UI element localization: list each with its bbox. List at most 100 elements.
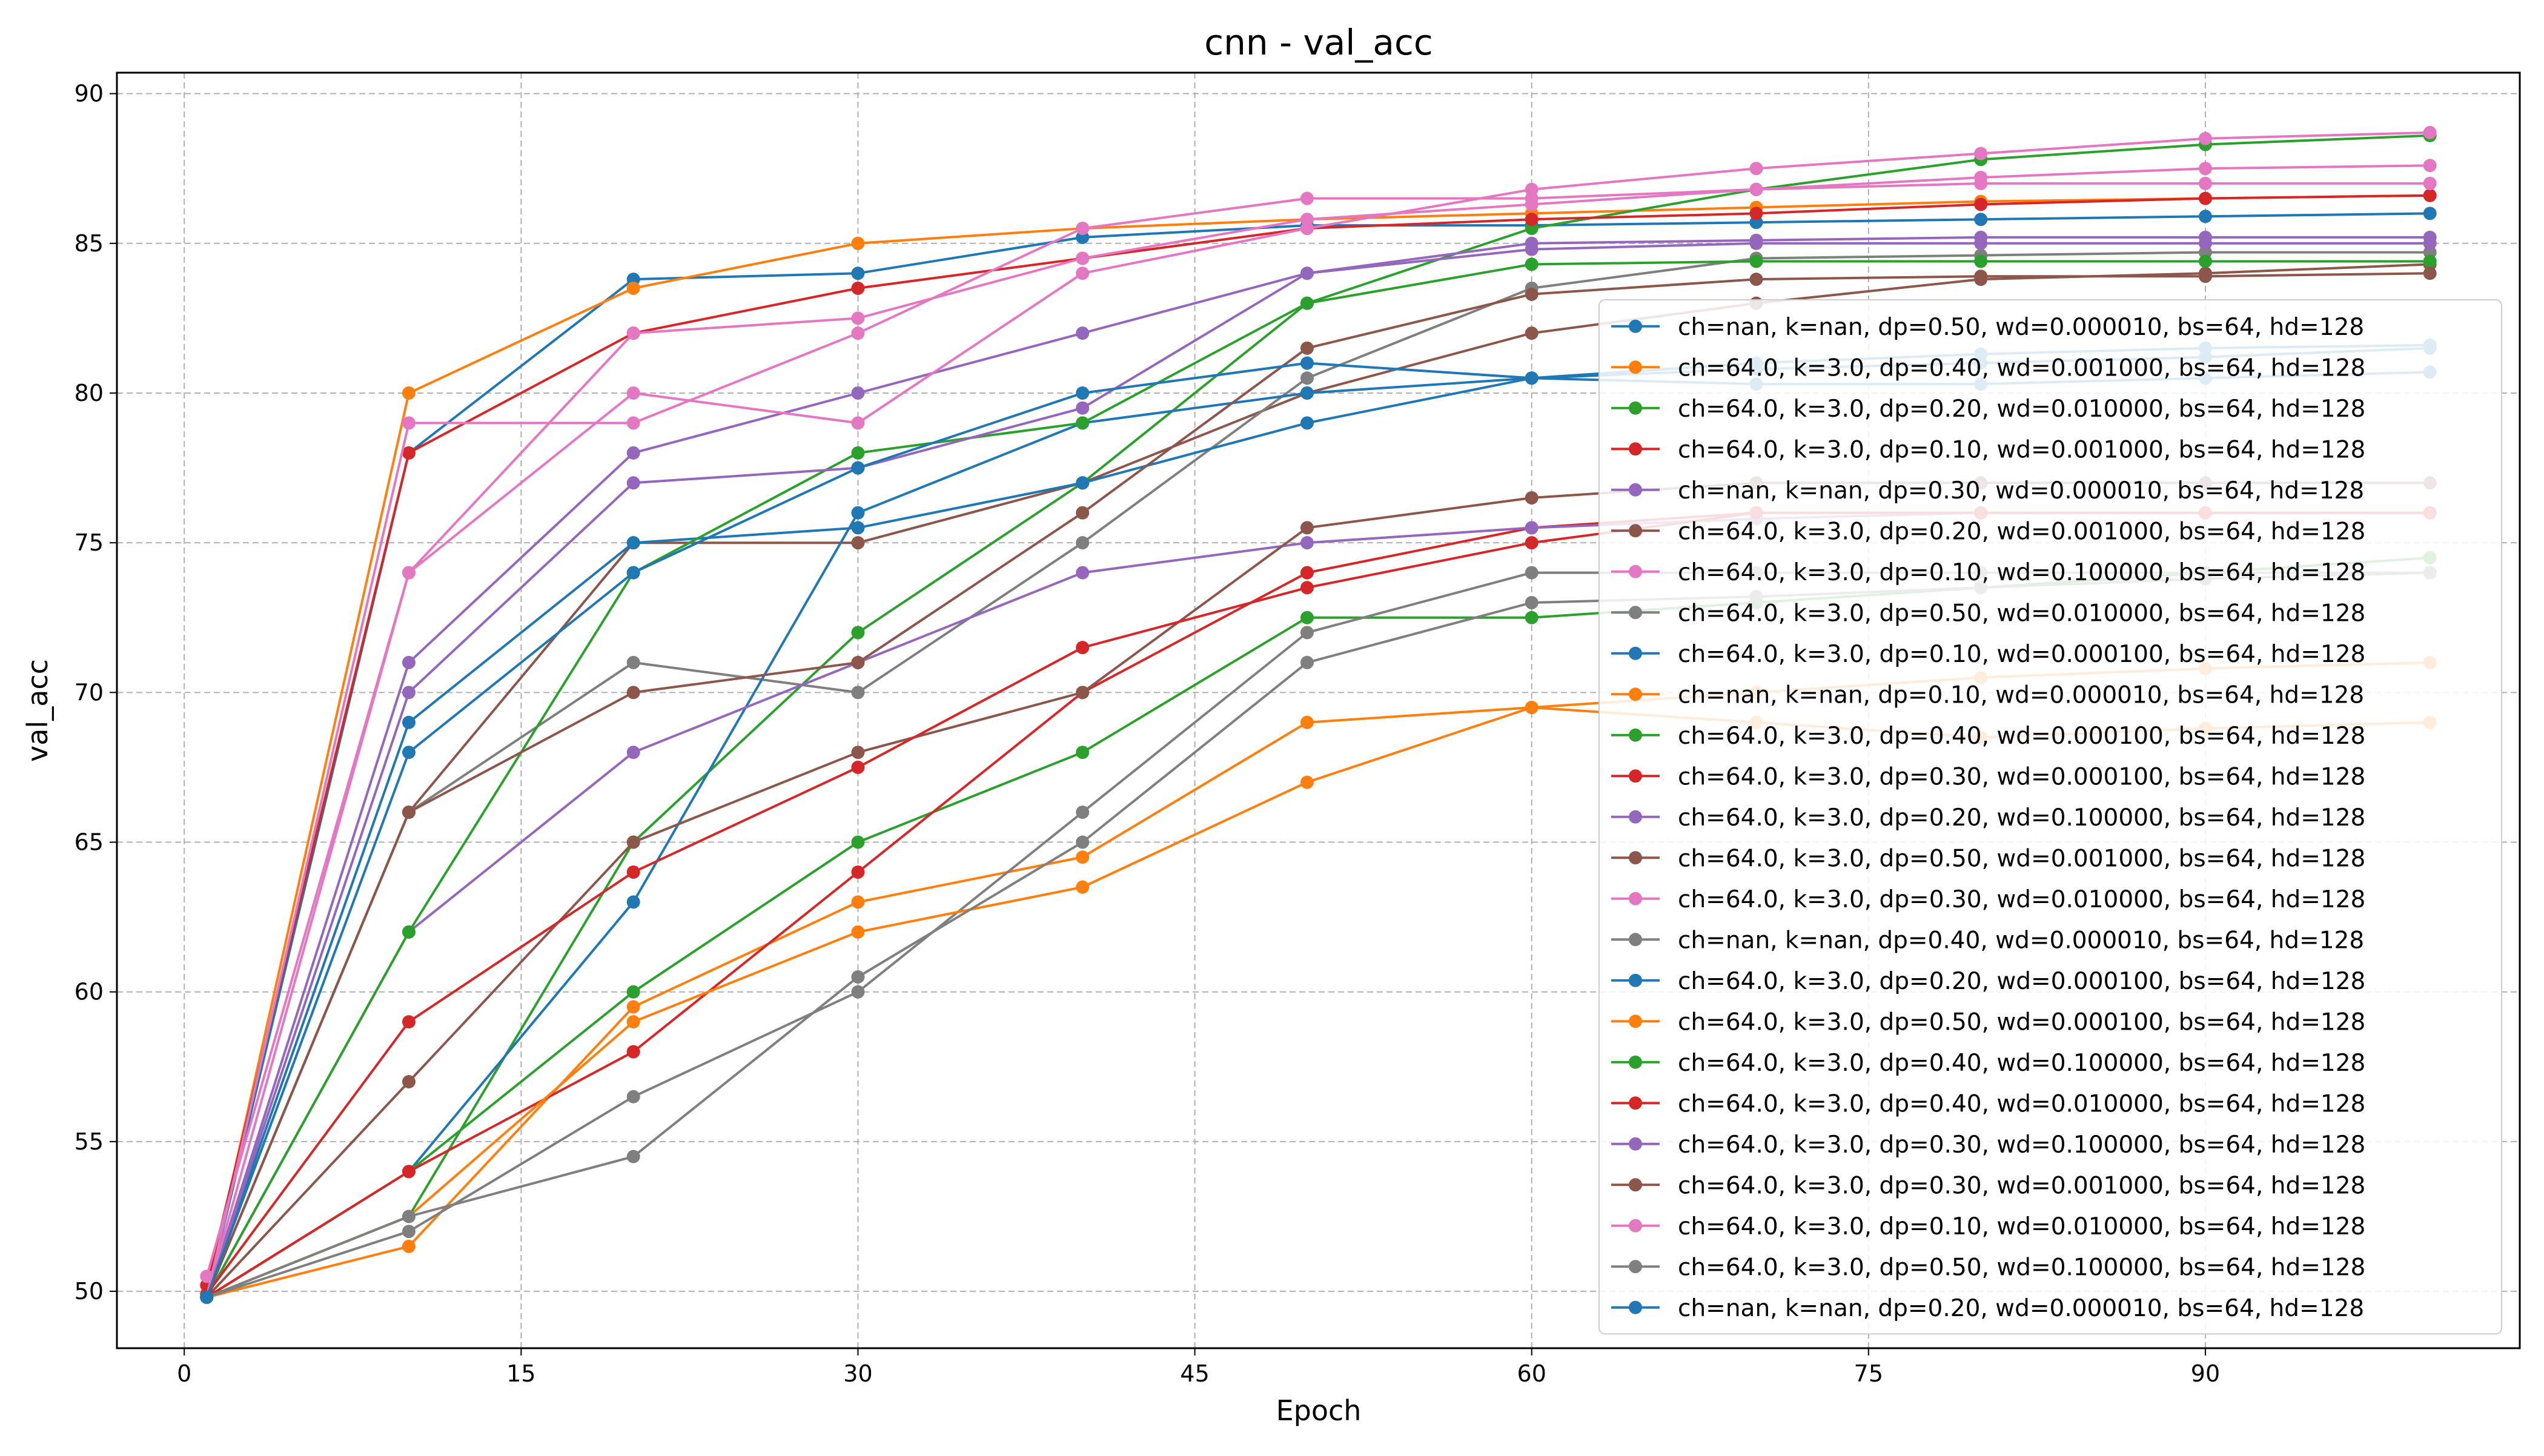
- data-point: [1076, 386, 1090, 400]
- legend-label: ch=64.0, k=3.0, dp=0.30, wd=0.001000, bs…: [1678, 1172, 2365, 1199]
- legend-entry: ch=64.0, k=3.0, dp=0.50, wd=0.010000, bs…: [1611, 600, 2365, 627]
- data-point: [1076, 222, 1090, 236]
- data-point: [1525, 611, 1539, 624]
- data-point: [1749, 273, 1763, 286]
- data-point: [402, 566, 416, 580]
- data-point: [1300, 521, 1314, 535]
- x-tick-label: 30: [843, 1360, 872, 1387]
- legend-entry: ch=64.0, k=3.0, dp=0.40, wd=0.000100, bs…: [1611, 723, 2365, 750]
- data-point: [2198, 191, 2212, 205]
- legend-label: ch=64.0, k=3.0, dp=0.40, wd=0.001000, bs…: [1678, 354, 2365, 382]
- data-point: [1749, 207, 1763, 220]
- legend-label: ch=64.0, k=3.0, dp=0.10, wd=0.010000, bs…: [1678, 1213, 2365, 1240]
- legend-entry: ch=64.0, k=3.0, dp=0.50, wd=0.001000, bs…: [1611, 845, 2365, 872]
- legend-label: ch=64.0, k=3.0, dp=0.10, wd=0.001000, bs…: [1678, 436, 2365, 463]
- legend-label: ch=64.0, k=3.0, dp=0.40, wd=0.000100, bs…: [1678, 723, 2365, 750]
- data-point: [2423, 159, 2437, 173]
- data-point: [402, 715, 416, 729]
- data-point: [402, 1015, 416, 1029]
- legend-swatch-marker: [1629, 728, 1642, 742]
- data-point: [200, 1290, 214, 1304]
- y-tick-label: 60: [75, 979, 104, 1005]
- x-axis-label: Epoch: [1276, 1394, 1362, 1427]
- data-point: [2423, 266, 2437, 280]
- legend-swatch-marker: [1629, 1178, 1642, 1192]
- data-point: [851, 655, 865, 669]
- legend-swatch-marker: [1629, 606, 1642, 620]
- data-point: [2198, 270, 2212, 283]
- data-point: [1749, 254, 1763, 268]
- data-point: [1749, 182, 1763, 196]
- legend-label: ch=64.0, k=3.0, dp=0.30, wd=0.010000, bs…: [1678, 886, 2365, 913]
- data-point: [851, 925, 865, 939]
- data-point: [1076, 476, 1090, 490]
- data-point: [1076, 416, 1090, 430]
- data-point: [1300, 371, 1314, 385]
- legend-entry: ch=nan, k=nan, dp=0.20, wd=0.000010, bs=…: [1611, 1295, 2364, 1322]
- y-tick-label: 90: [75, 81, 104, 107]
- legend-swatch-marker: [1629, 524, 1642, 538]
- data-point: [1076, 401, 1090, 415]
- legend-entry: ch=64.0, k=3.0, dp=0.10, wd=0.000100, bs…: [1611, 641, 2365, 668]
- data-point: [626, 1000, 640, 1014]
- legend-entry: ch=nan, k=nan, dp=0.10, wd=0.000010, bs=…: [1611, 681, 2364, 709]
- data-point: [626, 1045, 640, 1059]
- data-point: [626, 566, 640, 580]
- legend-box: [1598, 299, 2502, 1335]
- y-tick-label: 85: [75, 230, 104, 257]
- data-point: [1300, 386, 1314, 400]
- legend-swatch-marker: [1629, 1300, 1642, 1314]
- y-tick-label: 80: [75, 380, 104, 406]
- data-point: [626, 281, 640, 295]
- data-point: [402, 386, 416, 400]
- data-point: [2423, 188, 2437, 202]
- data-point: [1300, 566, 1314, 580]
- legend-label: ch=nan, k=nan, dp=0.30, wd=0.000010, bs=…: [1678, 477, 2364, 505]
- data-point: [1300, 213, 1314, 227]
- legend-label: ch=nan, k=nan, dp=0.50, wd=0.000010, bs=…: [1678, 314, 2364, 341]
- legend-entry: ch=64.0, k=3.0, dp=0.30, wd=0.000100, bs…: [1611, 763, 2365, 790]
- legend-entry: ch=64.0, k=3.0, dp=0.30, wd=0.100000, bs…: [1611, 1131, 2365, 1159]
- data-point: [851, 446, 865, 460]
- data-point: [1300, 416, 1314, 430]
- x-tick-label: 0: [177, 1360, 191, 1387]
- data-point: [626, 985, 640, 999]
- data-point: [402, 686, 416, 700]
- data-point: [1076, 850, 1090, 864]
- legend-label: ch=64.0, k=3.0, dp=0.20, wd=0.001000, bs…: [1678, 518, 2365, 545]
- data-point: [626, 865, 640, 879]
- y-tick-label: 55: [75, 1128, 104, 1155]
- data-point: [2423, 254, 2437, 268]
- legend-label: ch=64.0, k=3.0, dp=0.10, wd=0.000100, bs…: [1678, 641, 2365, 668]
- legend-swatch-marker: [1629, 360, 1642, 374]
- data-point: [1076, 746, 1090, 759]
- data-point: [851, 281, 865, 295]
- data-point: [851, 970, 865, 984]
- x-tick-label: 75: [1854, 1360, 1883, 1387]
- series-7: [200, 125, 2437, 1283]
- data-point: [1076, 251, 1090, 265]
- chart-title: cnn - val_acc: [1204, 22, 1433, 63]
- data-point: [1974, 197, 1988, 211]
- y-tick-label: 65: [75, 829, 104, 856]
- data-point: [1749, 236, 1763, 250]
- data-point: [626, 386, 640, 400]
- data-point: [1525, 596, 1539, 610]
- data-point: [1525, 371, 1539, 385]
- data-point: [1300, 536, 1314, 550]
- legend-entry: ch=nan, k=nan, dp=0.50, wd=0.000010, bs=…: [1611, 314, 2364, 341]
- data-point: [851, 521, 865, 535]
- data-point: [626, 416, 640, 430]
- data-point: [402, 416, 416, 430]
- legend-swatch-marker: [1629, 851, 1642, 865]
- y-tick-label: 50: [75, 1278, 104, 1305]
- data-point: [1076, 641, 1090, 655]
- legend-swatch-marker: [1629, 1260, 1642, 1274]
- legend-entry: ch=64.0, k=3.0, dp=0.20, wd=0.100000, bs…: [1611, 804, 2365, 832]
- legend-entry: ch=64.0, k=3.0, dp=0.20, wd=0.000100, bs…: [1611, 968, 2365, 995]
- data-point: [851, 266, 865, 280]
- legend-swatch-marker: [1629, 1055, 1642, 1069]
- data-point: [2198, 210, 2212, 223]
- data-point: [1300, 581, 1314, 595]
- series-19: [200, 254, 2437, 1304]
